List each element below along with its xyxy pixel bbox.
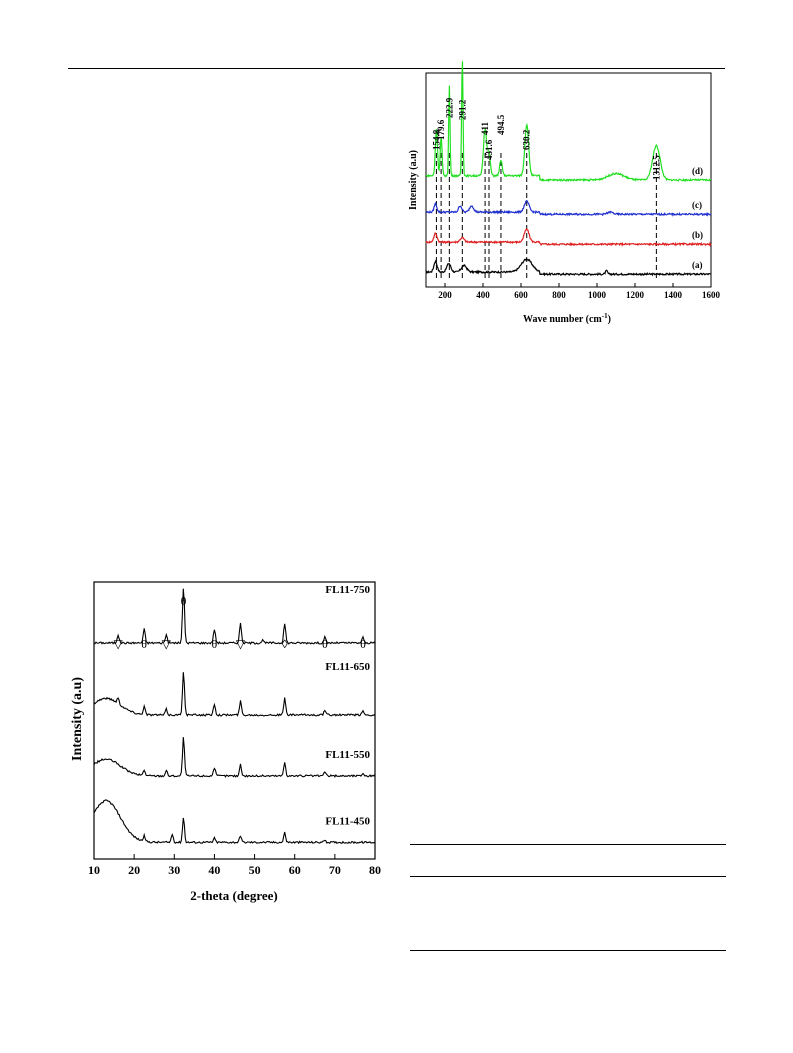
xrd-axes: 10 20 30 40 50 60 70 80 <box>88 581 381 877</box>
raman-peak-label: 222.9 <box>444 97 454 118</box>
raman-series: (a) (b) (c) (d) <box>425 61 712 277</box>
xrd-phase-markers: ▽ θ ▽ θ θ ▽ ◊ θ θ <box>113 594 366 651</box>
xrd-phase-marker: θ <box>141 637 147 651</box>
raman-x-axis-label-sup: -1 <box>602 312 608 320</box>
raman-peak-label: 291.2 <box>457 99 467 120</box>
table-bottom-rule <box>410 950 726 951</box>
raman-x-tick-label: 1400 <box>664 290 683 300</box>
xrd-series-line <box>93 672 376 717</box>
raman-peak-label: 1312.5 <box>651 155 661 180</box>
xrd-x-tick-label: 60 <box>289 863 301 877</box>
raman-x-tick-label: 200 <box>438 290 452 300</box>
raman-x-tick-label: 600 <box>514 290 528 300</box>
raman-peak-label: 431.6 <box>484 139 494 160</box>
raman-series-label: (d) <box>692 166 703 176</box>
raman-peak-label: 179.6 <box>436 119 446 140</box>
raman-series-line <box>425 61 712 183</box>
xrd-x-tick-label: 40 <box>208 863 220 877</box>
raman-x-tick-label: 1000 <box>588 290 607 300</box>
raman-x-tick-label: 1200 <box>626 290 645 300</box>
raman-x-axis-label-main: Wave number (cm <box>523 314 602 325</box>
raman-series-line <box>425 228 712 247</box>
xrd-x-tick-label: 70 <box>329 863 341 877</box>
xrd-x-axis-label: 2-theta (degree) <box>190 888 277 903</box>
xrd-x-tick-label: 30 <box>168 863 180 877</box>
table-header-rule <box>410 876 726 877</box>
xrd-x-tick-label: 10 <box>88 863 100 877</box>
xrd-phase-marker: θ <box>322 637 328 651</box>
xrd-plot-frame <box>93 581 376 860</box>
raman-y-axis-label: Intensity (a.u) <box>408 150 419 210</box>
xrd-phase-marker: ◊ <box>282 637 288 651</box>
raman-series-label: (c) <box>692 200 702 210</box>
xrd-x-tick-label: 80 <box>369 863 381 877</box>
xrd-series: FL11-750 FL11-650 FL11-550 FL11-450 <box>93 584 376 845</box>
xrd-series-line <box>93 588 376 645</box>
raman-x-tick-label: 800 <box>552 290 566 300</box>
page-header-rule <box>68 68 725 69</box>
xrd-series-label: FL11-750 <box>325 584 370 596</box>
xrd-phase-marker: θ <box>360 637 366 651</box>
raman-peak-label: 630.2 <box>522 129 532 150</box>
xrd-series-label: FL11-450 <box>325 815 370 827</box>
raman-series-label: (b) <box>692 230 703 240</box>
xrd-x-tick-label: 20 <box>128 863 140 877</box>
raman-axes: 200 400 600 800 1000 1200 1400 1600 <box>425 72 721 300</box>
xrd-x-tick-label: 50 <box>249 863 261 877</box>
xrd-phase-marker: ▽ <box>162 637 172 651</box>
raman-x-tick-label: 1600 <box>702 290 721 300</box>
raman-peak-label: 411 <box>480 121 490 135</box>
raman-peak-label: 154.8 <box>431 129 441 150</box>
raman-x-tick-label: 400 <box>476 290 490 300</box>
raman-x-axis-label: Wave number (cm-1) <box>523 312 611 325</box>
raman-x-axis-label-suffix: ) <box>608 314 611 325</box>
raman-series-line <box>425 200 712 217</box>
xrd-series-label: FL11-650 <box>325 661 370 673</box>
raman-series-label: (a) <box>692 260 703 270</box>
raman-series-line <box>425 257 712 277</box>
xrd-series-line <box>93 737 376 778</box>
xrd-phase-marker: θ <box>181 594 187 608</box>
xrd-phase-marker: ▽ <box>113 637 123 651</box>
table-top-rule <box>410 844 726 845</box>
raman-peak-label: 494.5 <box>496 114 506 135</box>
xrd-series-label: FL11-550 <box>325 749 370 761</box>
xrd-series-line <box>93 799 376 845</box>
xrd-phase-marker: ▽ <box>236 637 246 651</box>
xrd-phase-marker: θ <box>212 637 218 651</box>
xrd-y-axis-label: Intensity (a.u) <box>70 677 85 761</box>
